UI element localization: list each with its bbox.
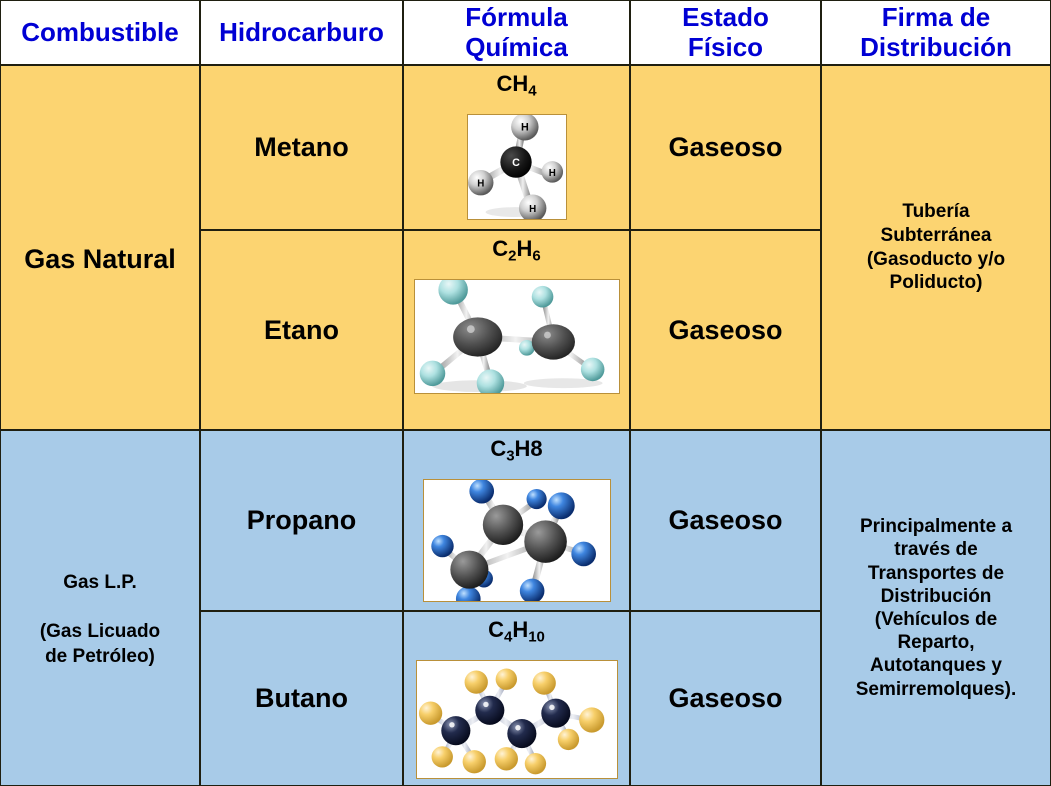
svg-text:H: H (520, 121, 528, 133)
svg-text:H: H (477, 178, 484, 189)
svg-text:H: H (529, 204, 536, 215)
svg-text:H: H (548, 167, 555, 178)
svg-text:C: C (512, 157, 520, 169)
